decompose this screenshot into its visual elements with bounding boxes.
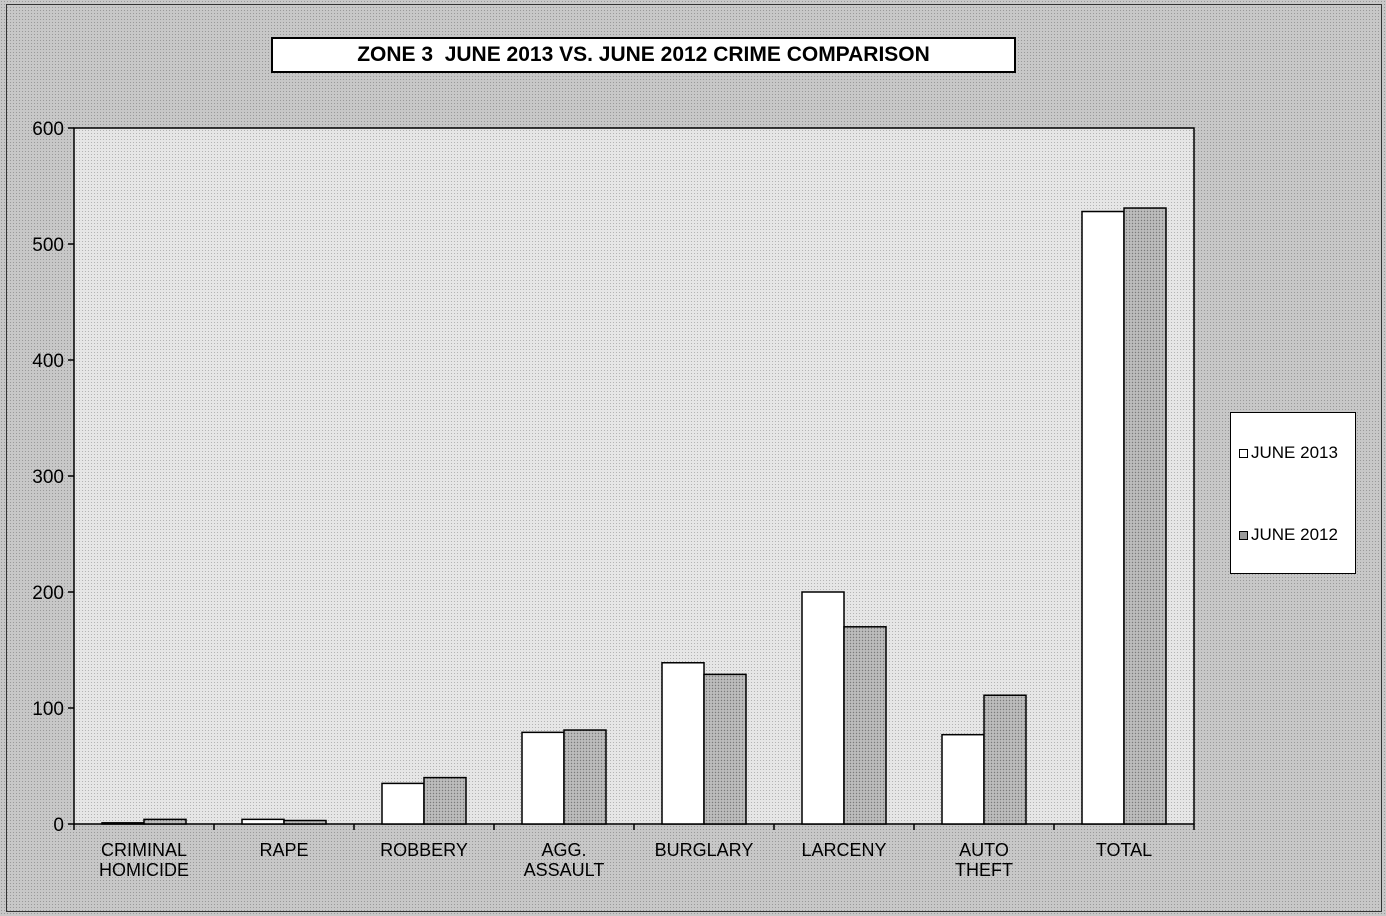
bar-june-2013 <box>661 662 705 825</box>
bar-june-2012 <box>843 626 887 825</box>
legend-label-june-2013: JUNE 2013 <box>1251 443 1338 462</box>
x-category-label: AUTO <box>959 840 1009 860</box>
plot-area <box>73 127 1195 825</box>
y-axis: 0 100 200 300 400 500 600 <box>32 119 74 836</box>
x-category-label: AGG. <box>541 840 586 860</box>
bar-june-2012 <box>423 776 467 825</box>
bar-june-2012 <box>703 673 747 825</box>
bar-june-2013 <box>101 822 145 825</box>
x-category-label: LARCENY <box>801 840 886 860</box>
bar-june-2013 <box>241 818 285 825</box>
legend-swatch-june-2013 <box>1239 448 1248 458</box>
bar-june-2012 <box>983 694 1027 825</box>
bar-june-2013 <box>801 591 845 825</box>
legend-item-june-2013: JUNE 2013 <box>1239 443 1338 463</box>
bar-june-2013 <box>1081 210 1125 825</box>
legend-label-june-2012: JUNE 2012 <box>1251 525 1338 544</box>
y-tick-label: 200 <box>32 583 64 604</box>
y-tick-label: 500 <box>32 235 64 256</box>
y-tick-label: 600 <box>32 119 64 140</box>
x-category-label: THEFT <box>955 860 1013 880</box>
x-category-label: CRIMINAL <box>101 840 187 860</box>
x-category-label: ROBBERY <box>380 840 468 860</box>
bar-june-2012 <box>563 729 607 825</box>
x-category-label: RAPE <box>259 840 308 860</box>
bar-june-2012 <box>143 818 187 825</box>
legend-swatch-june-2012 <box>1239 530 1248 540</box>
legend: JUNE 2013 JUNE 2012 <box>1230 412 1356 574</box>
chart-frame <box>6 4 1382 912</box>
bar-june-2013 <box>381 782 425 825</box>
x-category-label: HOMICIDE <box>99 860 189 880</box>
y-tick-label: 0 <box>53 815 64 836</box>
bar-june-2012 <box>1123 207 1167 825</box>
bars <box>101 207 1167 825</box>
x-category-label: ASSAULT <box>524 860 605 880</box>
y-tick-label: 300 <box>32 467 64 488</box>
y-tick-label: 100 <box>32 699 64 720</box>
y-tick-label: 400 <box>32 351 64 372</box>
x-category-label: BURGLARY <box>655 840 754 860</box>
bar-june-2013 <box>941 733 985 825</box>
x-category-label: TOTAL <box>1096 840 1152 860</box>
legend-item-june-2012: JUNE 2012 <box>1239 525 1338 545</box>
bar-june-2013 <box>521 731 565 825</box>
chart-title: ZONE 3 JUNE 2013 VS. JUNE 2012 CRIME COM… <box>271 37 1016 73</box>
bar-june-2012 <box>283 819 327 825</box>
